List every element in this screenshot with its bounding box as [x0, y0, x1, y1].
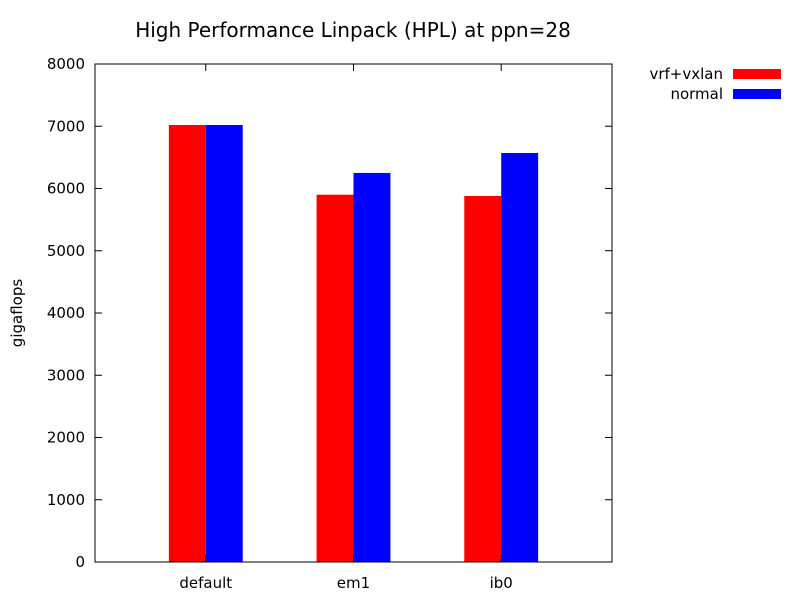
y-tick-label: 8000 — [47, 55, 85, 73]
bars-group — [168, 125, 539, 562]
y-axis-label: gigaflops — [8, 279, 26, 348]
legend: vrf+vxlan normal — [649, 65, 781, 103]
legend-label: normal — [670, 85, 723, 103]
bar-vrf-vxlan-em1 — [316, 194, 354, 562]
y-tick-label: 3000 — [47, 366, 85, 384]
legend-label: vrf+vxlan — [649, 65, 723, 83]
x-tick-label: em1 — [337, 574, 370, 592]
y-tick-label: 4000 — [47, 304, 85, 322]
bar-normal-em1 — [353, 172, 391, 562]
x-axis-labels: default em1 ib0 — [179, 64, 513, 592]
bar-normal-ib0 — [501, 153, 539, 562]
legend-swatch — [733, 69, 781, 79]
bar-vrf-vxlan-ib0 — [464, 195, 502, 562]
y-tick-label: 7000 — [47, 117, 85, 135]
legend-swatch — [733, 89, 781, 99]
y-tick-label: 5000 — [47, 242, 85, 260]
chart-title: High Performance Linpack (HPL) at ppn=28 — [135, 18, 571, 42]
y-tick-label: 2000 — [47, 429, 85, 447]
bar-normal-default — [205, 125, 243, 562]
y-tick-label: 6000 — [47, 180, 85, 198]
x-tick-label: default — [179, 574, 232, 592]
y-tick-label: 1000 — [47, 491, 85, 509]
bar-vrf-vxlan-default — [168, 125, 206, 562]
y-axis-ticks: 0 1000 2000 3000 4000 5000 6000 7000 8000 — [47, 55, 612, 571]
plot-frame — [94, 63, 613, 563]
y-tick-label: 0 — [75, 553, 85, 571]
x-tick-label: ib0 — [490, 574, 513, 592]
